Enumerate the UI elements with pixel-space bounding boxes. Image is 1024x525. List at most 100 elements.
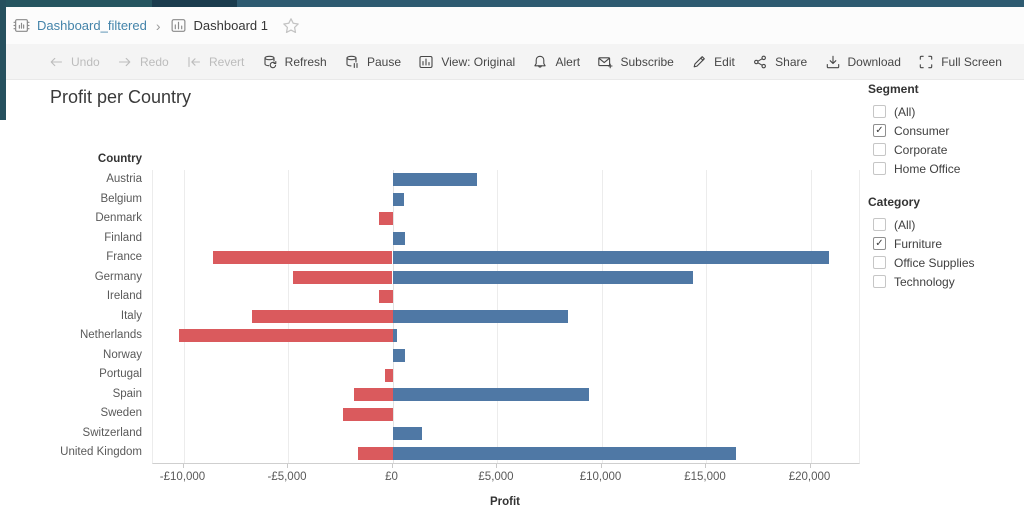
axis-tick <box>391 464 393 468</box>
bar-norway-positive[interactable] <box>392 349 406 362</box>
filter-group-segment: Segment (All) ✓ Consumer Corporate Home Offic… <box>868 82 1020 178</box>
row-axis-header: Country <box>97 153 142 165</box>
toolbar-button-label: Redo <box>140 54 169 69</box>
toolbar-button-label: Pause <box>367 54 402 69</box>
bar-italy-positive[interactable] <box>392 309 569 323</box>
database-pause-icon <box>344 54 360 70</box>
bar-denmark-negative[interactable] <box>379 212 393 226</box>
row-label: Denmark <box>95 212 142 225</box>
bar-finland-positive[interactable] <box>392 231 406 245</box>
bar-belgium-positive[interactable] <box>392 192 405 206</box>
checkbox-icon[interactable] <box>873 275 886 288</box>
filter-option-home-office[interactable]: Home Office <box>868 159 1020 178</box>
toolbar-button-subscribe[interactable]: Subscribe <box>597 54 674 70</box>
row-label: Netherlands <box>79 329 142 342</box>
bar-spain-negative[interactable] <box>354 388 393 402</box>
bar-netherlands-positive[interactable] <box>392 329 398 343</box>
filter-option-furniture[interactable]: ✓ Furniture <box>868 234 1020 253</box>
toolbar-button-view-original[interactable]: View: Original <box>418 54 515 70</box>
axis-tick-label: £15,000 <box>684 471 726 483</box>
checkbox-checked-icon[interactable]: ✓ <box>873 124 886 137</box>
filter-option-office-supplies[interactable]: Office Supplies <box>868 253 1020 272</box>
toolbar-button-fullscreen[interactable]: Full Screen <box>918 54 1002 70</box>
toolbar-button-share[interactable]: Share <box>752 54 807 70</box>
row-label: Italy <box>120 309 142 322</box>
workbook-icon <box>13 17 30 34</box>
row-label: Austria <box>106 173 142 185</box>
row-axis-labels: Austria Belgium Denmark Finland France German… <box>40 170 142 463</box>
bar-ireland-negative[interactable] <box>378 290 393 304</box>
bar-italy-negative[interactable] <box>252 309 393 323</box>
redo-arrow-icon <box>117 54 133 70</box>
axis-tick <box>809 464 811 468</box>
fullscreen-brackets-icon <box>918 54 934 70</box>
axis-tick-label: -£10,000 <box>159 471 206 483</box>
toolbar-button-label: Alert <box>555 54 581 69</box>
filter-option-technology[interactable]: Technology <box>868 272 1020 291</box>
browser-edge-segment <box>237 0 1024 7</box>
row-label: Finland <box>104 231 142 244</box>
browser-edge-segment <box>0 0 152 7</box>
filter-option-all[interactable]: (All) <box>868 215 1020 234</box>
filter-title: Segment <box>868 82 919 96</box>
bar-spain-positive[interactable] <box>392 388 589 402</box>
toolbar-button-label: Download <box>847 54 901 69</box>
bar-netherlands-negative[interactable] <box>178 329 393 343</box>
bar-chart-plot <box>152 170 860 464</box>
bar-united-kingdom-negative[interactable] <box>358 446 393 460</box>
download-tray-icon <box>825 54 841 70</box>
envelope-plus-icon <box>597 54 614 70</box>
bar-switzerland-positive[interactable] <box>392 427 422 441</box>
axis-tick <box>705 464 706 468</box>
filter-option-all[interactable]: (All) <box>868 102 1020 121</box>
toolbar-button-undo: Undo <box>48 54 100 70</box>
row-label: France <box>106 251 142 264</box>
toolbar-button-label: View: Original <box>441 54 516 69</box>
checkbox-checked-icon[interactable]: ✓ <box>873 237 886 250</box>
toolbar-button-label: Refresh <box>284 54 327 69</box>
toolbar-button-label: Undo <box>71 54 100 69</box>
bar-portugal-negative[interactable] <box>385 368 393 382</box>
breadcrumb-workbook-link[interactable]: Dashboard_filtered <box>37 18 147 33</box>
toolbar-button-pause[interactable]: Pause <box>344 54 401 70</box>
browser-edge-strip <box>0 0 1024 7</box>
browser-edge-left-strip <box>0 0 6 120</box>
toolbar-button-edit[interactable]: Edit <box>691 54 735 70</box>
checkbox-icon[interactable] <box>873 218 886 231</box>
toolbar-button-label: Share <box>775 54 808 69</box>
checkbox-icon[interactable] <box>873 256 886 269</box>
axis-tick <box>287 464 288 468</box>
star-icon[interactable] <box>282 17 300 35</box>
checkbox-icon[interactable] <box>873 143 886 156</box>
bar-sweden-negative[interactable] <box>342 407 393 421</box>
bar-united-kingdom-positive[interactable] <box>392 446 737 460</box>
toolbar-button-revert: Revert <box>186 54 244 70</box>
filter-option-label: Corporate <box>894 142 948 157</box>
filter-option-label: Office Supplies <box>894 255 975 270</box>
checkbox-icon[interactable] <box>873 105 886 118</box>
gridline <box>183 170 185 463</box>
row-label: Belgium <box>100 192 142 205</box>
bar-germany-negative[interactable] <box>293 270 393 284</box>
axis-tick <box>182 464 184 468</box>
bar-austria-positive[interactable] <box>392 173 477 187</box>
row-label: Germany <box>94 270 142 283</box>
filter-option-consumer[interactable]: ✓ Consumer <box>868 121 1020 140</box>
filter-group-category: Category (All) ✓ Furniture Office Supplies Te… <box>868 195 1020 291</box>
toolbar-button-refresh[interactable]: Refresh <box>262 54 327 70</box>
toolbar-button-alert[interactable]: Alert <box>532 54 580 70</box>
browser-edge-segment <box>152 0 237 7</box>
toolbar-button-download[interactable]: Download <box>825 54 901 70</box>
toolbar-button-label: Revert <box>209 54 245 69</box>
filter-option-corporate[interactable]: Corporate <box>868 140 1020 159</box>
checkbox-icon[interactable] <box>873 162 886 175</box>
bar-france-positive[interactable] <box>392 251 830 265</box>
row-label: United Kingdom <box>60 446 142 459</box>
axis-tick-label: -£5,000 <box>267 471 307 483</box>
bar-germany-positive[interactable] <box>392 270 694 284</box>
database-refresh-icon <box>262 54 278 70</box>
bar-france-negative[interactable] <box>212 251 393 265</box>
axis-tick-label: £10,000 <box>579 471 622 483</box>
revert-arrow-icon <box>186 54 202 70</box>
